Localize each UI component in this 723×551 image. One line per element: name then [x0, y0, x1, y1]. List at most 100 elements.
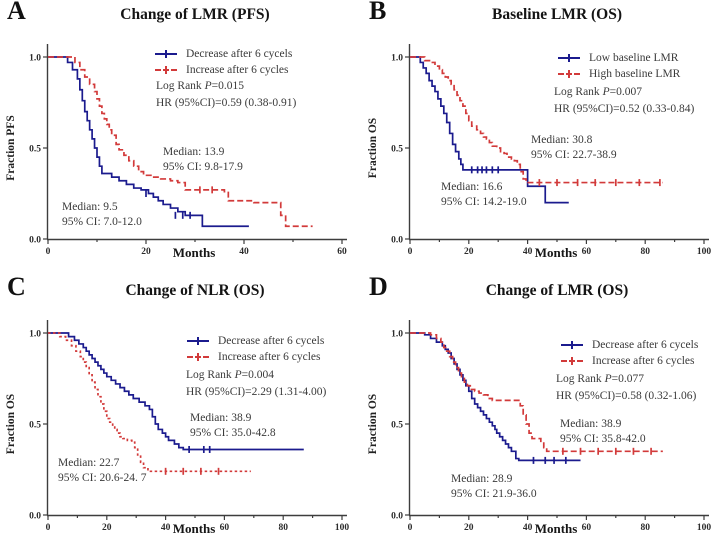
hazard-ratio-text: HR (95%CI)=2.29 (1.31-4.00)	[186, 386, 327, 398]
hazard-ratio-text: HR (95%CI)=0.58 (0.32-1.06)	[556, 390, 697, 402]
median-annotation-lower: Median: 22.7 95% CI: 20.6-24. 7	[58, 456, 146, 485]
panel-a: A Change of LMR (PFS) 0.0 0.5 1.0 0 20 40 60 F…	[0, 0, 361, 275]
svg-text:60: 60	[582, 247, 592, 257]
median-value: Median: 28.9	[451, 473, 513, 485]
legend-item: Decrease after 6 cycels	[155, 46, 292, 62]
hazard-ratio-text: HR (95%CI)=0.52 (0.33-0.84)	[554, 103, 695, 115]
log-rank-text: Log Rank P=0.004	[186, 369, 274, 381]
red-dashed-line-marker	[155, 65, 177, 75]
median-value: Median: 22.7	[58, 457, 120, 469]
stats-block: Log Rank P=0.015 HR (95%CI)=0.59 (0.38-0…	[156, 80, 296, 114]
median-value: Median: 38.9	[560, 418, 622, 430]
panel-d: D Change of LMR (OS) 0.0 0.5 1.0 0 20 40 60 80 1…	[362, 272, 723, 551]
svg-text:0.0: 0.0	[29, 512, 41, 522]
svg-text:0.5: 0.5	[29, 145, 41, 155]
legend: Low baseline LMR High baseline LMR	[558, 50, 680, 82]
median-ci: 95% CI: 35.0-42.8	[190, 426, 276, 439]
blue-solid-line-marker	[187, 336, 209, 346]
log-rank-text: Log Rank P=0.077	[556, 373, 644, 385]
svg-text:0: 0	[408, 523, 413, 533]
median-ci: 95% CI: 9.8-17.9	[163, 160, 243, 173]
blue-solid-line-marker	[558, 53, 580, 63]
x-axis-label: Months	[172, 245, 216, 260]
panel-title: Change of LMR (PFS)	[120, 6, 270, 23]
y-axis-label: Fraction OS	[367, 393, 379, 455]
svg-text:20: 20	[464, 247, 474, 257]
x-axis-label: Months	[534, 245, 578, 260]
log-rank-text: Log Rank P=0.015	[156, 80, 244, 92]
median-ci: 95% CI: 22.7-38.9	[531, 148, 617, 161]
legend-item: Low baseline LMR	[558, 50, 680, 66]
km-plot: 0.0 0.5 1.0 0 20 40 60 80 100	[391, 44, 712, 257]
km-plot: 0.0 0.5 1.0 0 20 40 60 80 100	[391, 320, 711, 533]
svg-text:80: 80	[640, 523, 650, 533]
svg-text:1.0: 1.0	[391, 330, 403, 340]
legend-item: Increase after 6 cycles	[561, 353, 698, 369]
legend: Decrease after 6 cycels Increase after 6…	[155, 46, 292, 78]
legend-label: High baseline LMR	[589, 68, 681, 80]
panel-title: Change of NLR (OS)	[125, 282, 265, 299]
svg-text:0: 0	[408, 247, 413, 257]
km-plot: 0.0 0.5 1.0 0 20 40 60 80 100	[29, 320, 350, 533]
km-plot: 0.0 0.5 1.0 0 20 40 60	[29, 44, 347, 257]
legend-label: Low baseline LMR	[589, 52, 679, 64]
svg-text:20: 20	[141, 247, 151, 257]
panel-letter: B	[369, 0, 387, 25]
svg-text:1.0: 1.0	[29, 330, 41, 340]
panel-title: Change of LMR (OS)	[485, 282, 629, 299]
median-annotation-upper: Median: 13.9 95% CI: 9.8-17.9	[163, 145, 243, 174]
legend-item: Increase after 6 cycles	[187, 349, 324, 365]
median-annotation-upper: Median: 38.9 95% CI: 35.0-42.8	[190, 411, 276, 440]
panel-letter: C	[7, 272, 26, 301]
legend-item: High baseline LMR	[558, 66, 680, 82]
svg-text:100: 100	[697, 247, 712, 257]
svg-text:100: 100	[335, 523, 350, 533]
svg-text:80: 80	[640, 247, 650, 257]
median-ci: 95% CI: 21.9-36.0	[451, 487, 537, 500]
svg-text:40: 40	[161, 523, 171, 533]
svg-text:0.5: 0.5	[29, 421, 41, 431]
median-annotation-upper: Median: 38.9 95% CI: 35.8-42.0	[560, 417, 646, 446]
svg-text:0.0: 0.0	[391, 512, 403, 522]
y-axis-label: Fraction OS	[367, 117, 379, 179]
median-value: Median: 16.6	[441, 181, 503, 193]
median-annotation-upper: Median: 30.8 95% CI: 22.7-38.9	[531, 133, 617, 162]
legend-item: Decrease after 6 cycels	[187, 333, 324, 349]
svg-text:60: 60	[337, 247, 347, 257]
x-axis-label: Months	[172, 521, 216, 536]
svg-text:20: 20	[464, 523, 474, 533]
svg-text:40: 40	[523, 523, 533, 533]
svg-text:0: 0	[46, 523, 51, 533]
median-value: Median: 13.9	[163, 146, 225, 158]
legend-item: Increase after 6 cycles	[155, 62, 292, 78]
panel-letter: A	[7, 0, 26, 25]
svg-text:60: 60	[582, 523, 592, 533]
median-ci: 95% CI: 35.8-42.0	[560, 432, 646, 445]
panel-b: B Baseline LMR (OS) 0.0 0.5 1.0 0 20 40 60 80 10…	[362, 0, 723, 275]
svg-text:80: 80	[278, 523, 288, 533]
median-ci: 95% CI: 7.0-12.0	[62, 215, 142, 228]
stats-block: Log Rank P=0.004 HR (95%CI)=2.29 (1.31-4…	[186, 369, 326, 403]
svg-text:1.0: 1.0	[29, 54, 41, 64]
legend-label: Increase after 6 cycles	[186, 64, 289, 76]
y-axis-label: Fraction PFS	[5, 115, 17, 181]
median-value: Median: 38.9	[190, 412, 252, 424]
legend: Decrease after 6 cycels Increase after 6…	[561, 337, 698, 369]
red-dashed-line-marker	[558, 69, 580, 79]
svg-text:1.0: 1.0	[391, 54, 403, 64]
svg-text:0.5: 0.5	[391, 421, 403, 431]
blue-solid-line-marker	[561, 340, 583, 350]
x-axis-label: Months	[534, 521, 578, 536]
legend-label: Decrease after 6 cycels	[186, 48, 293, 60]
svg-text:40: 40	[239, 247, 249, 257]
median-annotation-lower: Median: 16.6 95% CI: 14.2-19.0	[441, 180, 527, 209]
stats-block: Log Rank P=0.007 HR (95%CI)=0.52 (0.33-0…	[554, 86, 694, 120]
red-dashed-line-marker	[187, 352, 209, 362]
svg-text:0.0: 0.0	[391, 236, 403, 246]
legend-label: Increase after 6 cycles	[218, 351, 321, 363]
legend: Decrease after 6 cycels Increase after 6…	[187, 333, 324, 365]
y-axis-label: Fraction OS	[5, 393, 17, 455]
svg-text:40: 40	[523, 247, 533, 257]
red-dashed-line-marker	[561, 356, 583, 366]
